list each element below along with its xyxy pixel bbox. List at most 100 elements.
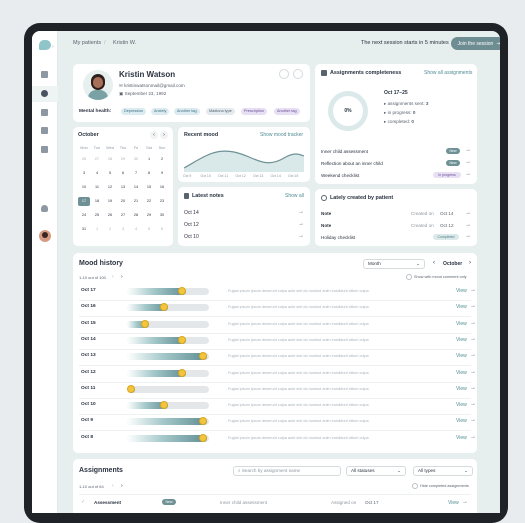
arrow-right-icon[interactable]: → [298,209,304,215]
arrow-right-icon[interactable]: → [465,210,471,216]
arrow-right-icon[interactable]: → [465,171,471,177]
arrow-right-icon[interactable]: → [470,319,476,326]
calendar-day[interactable]: 29 [120,157,126,161]
calendar-day[interactable]: 4 [134,227,138,231]
tasks-icon[interactable] [41,146,48,153]
calendar-day[interactable]: 24 [81,213,87,217]
created-item-1[interactable]: Note [321,211,332,216]
show-all-notes-link[interactable]: Show all [285,193,304,199]
view-link[interactable]: View [456,353,467,360]
created-item-2[interactable]: Note [321,223,332,228]
calendar-day[interactable]: 27 [94,157,100,161]
assignment-row-name[interactable]: Assessment [94,500,122,505]
calendar-day[interactable]: 3 [121,227,125,231]
arrow-right-icon[interactable]: → [470,287,476,293]
calendar-icon[interactable] [41,109,48,116]
calendar-day[interactable]: 31 [81,227,87,231]
dashboard-icon[interactable] [41,71,48,78]
calendar-day[interactable]: 8 [147,171,151,175]
view-link[interactable]: View [456,288,467,294]
calendar-day[interactable]: 18 [94,199,100,203]
calendar-day[interactable]: 12 [107,185,113,189]
period-select[interactable]: Month ⌄ [363,259,425,269]
calendar-day[interactable]: 14 [133,185,139,189]
calendar-day[interactable]: 30 [159,213,165,217]
assignment-search-input[interactable]: ⌕ Search by assignment name [233,466,341,476]
calendar-day[interactable]: 28 [133,213,139,217]
calendar-day[interactable]: 22 [146,199,152,203]
month-prev-button[interactable]: ‹ [433,260,435,266]
calendar-day[interactable]: 5 [108,171,112,175]
collapse-icon[interactable]: › [52,44,54,50]
created-item-3[interactable]: Holiday checklist [321,235,356,240]
arrow-right-icon[interactable]: → [470,401,476,408]
calendar-day[interactable]: 1 [147,157,151,161]
calendar-day[interactable]: 15 [146,185,152,189]
calendar-button[interactable] [293,69,303,79]
view-link[interactable]: View [456,320,467,327]
view-link[interactable]: View [456,304,467,311]
arrow-right-icon[interactable]: → [298,221,304,227]
calendar-day[interactable]: 7 [134,171,138,175]
calendar-day[interactable]: 20 [120,199,126,203]
page-prev-button[interactable]: ‹ [112,483,114,489]
month-next-button[interactable]: › [469,260,471,266]
patients-icon[interactable] [41,90,48,97]
hide-completed-checkbox[interactable] [412,483,418,489]
message-button[interactable] [279,69,289,79]
calendar-day[interactable]: 17 [78,197,90,206]
arrow-right-icon[interactable]: → [465,147,471,153]
calendar-day[interactable]: 19 [107,199,113,203]
calendar-day[interactable]: 21 [133,199,139,203]
logo-icon[interactable] [39,40,51,50]
arrow-right-icon[interactable]: → [470,335,476,342]
arrow-right-icon[interactable]: → [465,159,471,165]
arrow-right-icon[interactable]: → [470,352,476,359]
arrow-right-icon[interactable]: → [470,303,476,310]
calendar-day[interactable]: 10 [81,185,87,189]
arrow-right-icon[interactable]: → [298,233,304,239]
assignment-view-link[interactable]: View [448,500,459,506]
status-filter-select[interactable]: All statuses ⌄ [346,466,406,476]
arrow-right-icon[interactable]: → [462,499,468,505]
mood-comment-checkbox[interactable] [406,274,412,280]
view-link[interactable]: View [456,402,467,409]
calendar-day[interactable]: 6 [160,227,164,231]
calendar-day[interactable]: 13 [120,185,126,189]
show-mood-tracker-link[interactable]: Show mood tracker [260,132,304,138]
note-date-3[interactable]: Oct 10 [184,234,199,240]
calendar-day[interactable]: 4 [95,171,99,175]
page-prev-button[interactable]: ‹ [112,274,114,280]
view-link[interactable]: View [456,434,467,441]
assignment-item-1[interactable]: Inner child assessment [321,149,368,154]
calendar-day[interactable]: 6 [121,171,125,175]
show-all-assignments-link[interactable]: Show all assignments [424,70,473,76]
arrow-right-icon[interactable]: → [470,417,476,424]
view-link[interactable]: View [456,385,467,392]
type-filter-select[interactable]: All types ⌄ [413,466,473,476]
calendar-day[interactable]: 3 [82,171,86,175]
assignment-item-2[interactable]: Reflection about an inner child [321,161,383,166]
calendar-day[interactable]: 30 [133,157,139,161]
arrow-right-icon[interactable]: → [465,233,471,239]
view-link[interactable]: View [456,369,467,376]
arrow-right-icon[interactable]: → [465,222,471,228]
calendar-day[interactable]: 28 [107,157,113,161]
calendar-day[interactable]: 11 [95,185,99,189]
view-link[interactable]: View [456,336,467,343]
note-date-1[interactable]: Oct 14 [184,210,199,216]
calendar-day[interactable]: 5 [147,227,151,231]
note-date-2[interactable]: Oct 12 [184,222,199,228]
view-link[interactable]: View [456,418,467,425]
notifications-icon[interactable] [41,205,48,212]
join-session-button[interactable]: Join the session ⇥ [451,37,500,50]
arrow-right-icon[interactable]: → [470,384,476,391]
calendar-day[interactable]: 16 [159,185,165,189]
page-next-button[interactable]: › [121,274,123,280]
calendar-day[interactable]: 2 [108,227,112,231]
calendar-day[interactable]: 26 [107,213,113,217]
assignment-item-3[interactable]: Weekend checklist [321,173,360,178]
calendar-day[interactable]: 27 [120,213,126,217]
calendar-next-button[interactable]: › [160,131,168,139]
breadcrumb-root[interactable]: My patients [73,40,102,46]
